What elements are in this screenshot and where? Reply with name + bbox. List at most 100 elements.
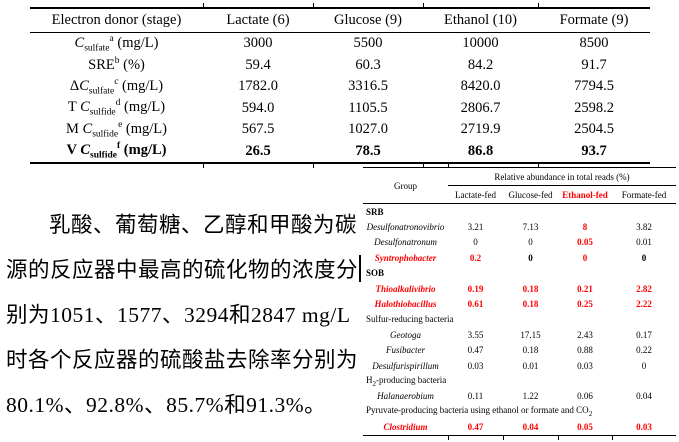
column-boundary-tick <box>558 435 559 440</box>
abundance-cell: 2.22 <box>636 299 652 310</box>
column-boundary-tick <box>313 164 314 168</box>
column-boundary-tick <box>538 164 539 168</box>
table-header-row: Group Relative abundance in total reads … <box>363 167 677 204</box>
table-subheader-row: Lactate-fed Glucose-fed Ethanol-fed Form… <box>363 185 677 204</box>
value-cell: 91.7 <box>581 56 607 73</box>
abundance-cell: 3.82 <box>636 222 652 233</box>
paragraph-line: 乳酸、葡萄糖、乙醇和甲酸为碳 <box>6 203 362 248</box>
value-cell: 59.4 <box>245 56 271 73</box>
table-row: Sulfur-reducing bacteria <box>363 312 676 327</box>
column-header: Formate (9) <box>538 8 650 33</box>
abundance-cell: 0.05 <box>577 237 593 248</box>
abundance-cell: 0 <box>641 360 647 371</box>
value-cell: 3000 <box>243 35 273 52</box>
genus-label: Desulfurispirillum <box>372 360 439 371</box>
row-label: SREb (%) <box>88 56 145 74</box>
abundance-cell: 0 <box>473 237 478 248</box>
row-label: ΔCsulfatec (mg/L) <box>69 76 164 97</box>
abundance-cell: 0.05 <box>577 422 593 433</box>
value-cell: 2598.2 <box>574 99 614 116</box>
abundance-cell: 3.55 <box>467 329 484 340</box>
value-cell: 2504.5 <box>574 121 614 138</box>
abundance-cell: 0.25 <box>577 299 593 310</box>
column-header: Electron donor (stage) <box>30 8 203 33</box>
column-header: Ethanol (10) <box>423 8 538 33</box>
value-cell: 5500 <box>353 35 383 52</box>
group-label: H2-producing bacteria <box>366 374 447 388</box>
genus-label: Thioalkalivibrio <box>375 283 436 294</box>
column-header: Formate-fed <box>612 185 677 204</box>
table-row: Desulfurispirillum 0.03 0.01 0.03 0 <box>363 358 676 373</box>
genus-label: Syntrophobacter <box>374 252 437 263</box>
abundance-cell: 0.47 <box>467 345 484 356</box>
value-cell: 3316.5 <box>348 78 388 95</box>
abundance-cell: 0.18 <box>522 283 539 294</box>
table-row: H2-producing bacteria <box>363 373 676 388</box>
paragraph-line: 80.1%、92.8%、85.7%和91.3%。 <box>6 383 362 428</box>
value-cell: 84.2 <box>467 56 494 73</box>
abundance-cell: 0.21 <box>577 283 593 294</box>
column-boundary-tick <box>448 163 449 167</box>
genus-label: Desulfonatronum <box>374 237 437 248</box>
genus-label: Desulfonatronovibrio <box>366 222 445 233</box>
table-row: ΔCsulfatec (mg/L) 1782.0 3316.5 8420.0 7794.… <box>30 76 650 98</box>
column-header: Lactate (6) <box>203 8 313 33</box>
genus-label: Fusibacter <box>386 345 425 356</box>
value-cell: 2806.7 <box>460 99 501 116</box>
row-label: T Csulfided (mg/L) <box>67 98 166 119</box>
value-cell: 86.8 <box>467 142 494 159</box>
abundance-cell: 0.18 <box>522 299 539 310</box>
abundance-cell: 2.82 <box>636 283 652 294</box>
paragraph-text: 80.1%、92.8%、85.7%和91.3%。 <box>6 393 327 417</box>
table-row: T Csulfided (mg/L) 594.0 1105.5 2806.7 2598.… <box>30 98 650 120</box>
paragraph-text: 源的反应器中最高的硫化物的浓度分 <box>6 258 359 282</box>
chinese-paragraph[interactable]: 乳酸、葡萄糖、乙醇和甲酸为碳 源的反应器中最高的硫化物的浓度分 别为1051、1… <box>6 203 362 428</box>
column-boundary-tick <box>448 435 449 440</box>
group-label: SOB <box>366 268 385 279</box>
abundance-cell: 0.18 <box>522 345 539 356</box>
abundance-cell: 0.88 <box>577 345 593 356</box>
value-cell: 60.3 <box>355 56 381 73</box>
table-row: Clostridium 0.47 0.04 0.05 0.03 <box>363 419 676 435</box>
paragraph-text: 时各个反应器的硫酸盐去除率分别为 <box>6 348 359 372</box>
value-cell: 1782.0 <box>238 78 278 95</box>
table-row: Geotoga 3.55 17.15 2.43 0.17 <box>363 327 676 342</box>
abundance-cell: 2.43 <box>577 329 593 340</box>
text-cursor <box>359 255 362 282</box>
group-label: Pyruvate-producing bacteria using ethano… <box>366 405 593 419</box>
abundance-cell: 0.17 <box>636 329 652 340</box>
table-row: M Csulfidee (mg/L) 567.5 1027.0 2719.9 2504.… <box>30 119 650 141</box>
paragraph-line: 时各个反应器的硫酸盐去除率分别为 <box>6 338 362 383</box>
table-row: Syntrophobacter 0.2 0 0 0 <box>363 250 676 265</box>
value-cell: 10000 <box>462 35 499 52</box>
electron-donor-table: Electron donor (stage) Lactate (6) Gluco… <box>30 3 650 168</box>
table-row: SRB <box>363 204 676 220</box>
column-header: Glucose (9) <box>313 8 423 33</box>
value-cell: 26.5 <box>245 142 271 159</box>
value-cell: 93.7 <box>581 142 607 159</box>
column-boundary-tick <box>423 164 424 168</box>
column-header: Lactate-fed <box>448 185 503 204</box>
abundance-cell: 0.01 <box>522 360 539 371</box>
value-cell: 8420.0 <box>460 78 501 95</box>
value-cell: 594.0 <box>241 99 275 116</box>
column-boundary-tick <box>423 3 424 7</box>
abundance-cell: 8 <box>582 222 588 233</box>
genus-label: Clostridium <box>383 422 428 433</box>
abundance-table: Group Relative abundance in total reads … <box>363 163 677 440</box>
value-cell: 1105.5 <box>348 99 388 116</box>
table-row: Halothiobacillus 0.61 0.18 0.25 2.22 <box>363 296 676 311</box>
table-row: Halanaerobium 0.11 1.22 0.06 0.04 <box>363 389 676 404</box>
value-cell: 7794.5 <box>574 78 614 95</box>
abundance-cell: 7.13 <box>522 222 539 233</box>
electron-donor-table-body: Csulfatea (mg/L) 3000 5500 10000 8500 SREb (%… <box>30 33 650 164</box>
table-header-row: Electron donor (stage) Lactate (6) Gluco… <box>30 8 650 33</box>
abundance-cell: 3.21 <box>467 222 484 233</box>
value-cell: 78.5 <box>355 142 381 159</box>
value-cell: 8500 <box>579 35 609 52</box>
column-boundary-tick <box>203 164 204 168</box>
abundance-cell: 0.01 <box>636 237 652 248</box>
table-row: V Csulfidef (mg/L) 26.5 78.5 86.8 93.7 <box>30 141 650 164</box>
column-boundary-tick <box>503 435 504 440</box>
